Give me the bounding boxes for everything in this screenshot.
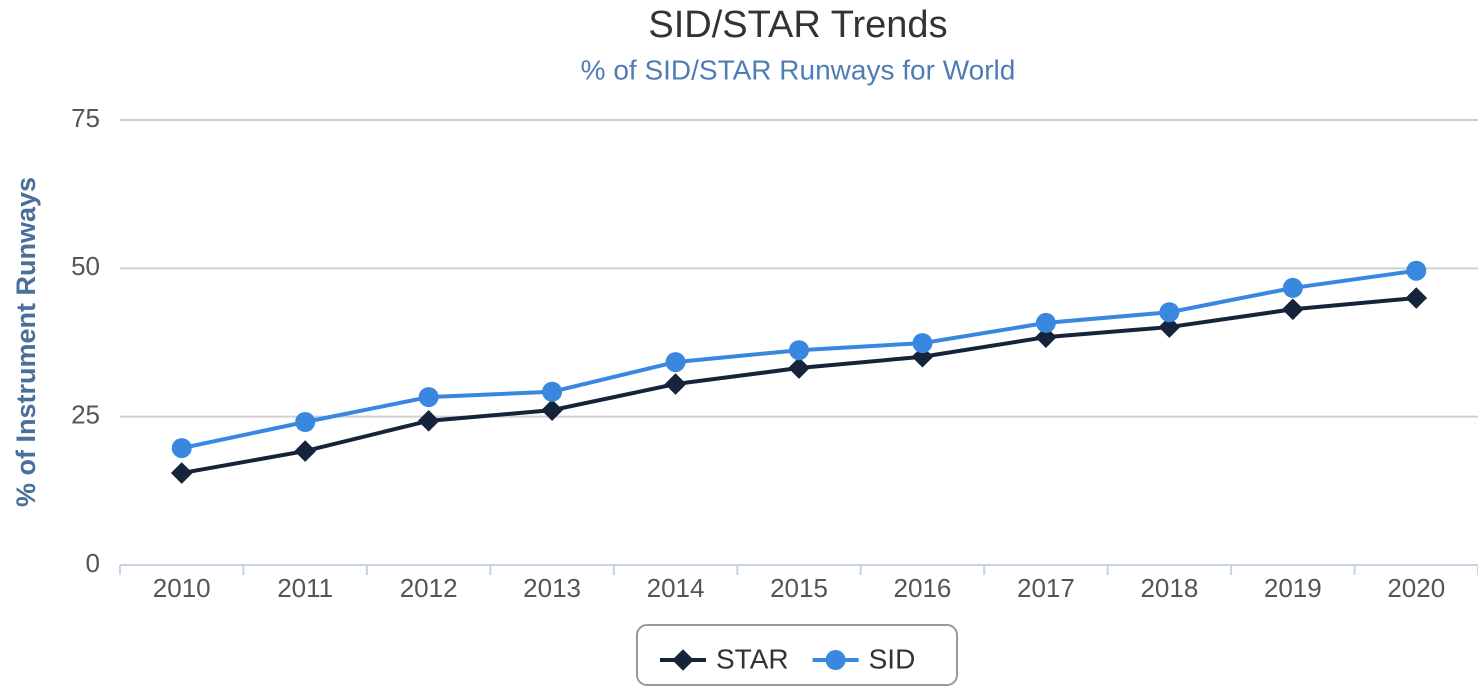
- marker: [171, 438, 192, 459]
- x-tick-label: 2017: [1017, 573, 1075, 603]
- y-axis-label: % of Instrument Runways: [11, 177, 41, 507]
- marker: [170, 462, 193, 484]
- chart-subtitle: % of SID/STAR Runways for World: [581, 54, 1016, 85]
- marker: [418, 387, 439, 408]
- marker: [1035, 312, 1056, 333]
- x-tick-label: 2019: [1264, 573, 1322, 603]
- x-tick-label: 2015: [770, 573, 828, 603]
- x-tick-label: 2014: [647, 573, 705, 603]
- y-tick-label: 75: [71, 103, 100, 133]
- y-tick-label: 25: [71, 400, 100, 430]
- legend: STAR SID: [636, 624, 958, 686]
- marker: [789, 340, 809, 361]
- marker: [1035, 326, 1057, 348]
- marker: [1158, 316, 1181, 338]
- x-tick-label: 2020: [1387, 573, 1445, 603]
- x-tick-label: 2012: [400, 573, 458, 603]
- marker: [664, 373, 687, 395]
- x-tick-label: 2018: [1140, 573, 1198, 603]
- legend-label: SID: [869, 643, 916, 674]
- marker: [1406, 260, 1427, 281]
- marker: [1282, 277, 1303, 298]
- marker: [825, 650, 846, 670]
- x-tick-label: 2010: [153, 573, 211, 603]
- y-tick-label: 0: [86, 548, 100, 578]
- legend-box: [636, 624, 958, 686]
- marker: [542, 381, 563, 402]
- marker: [1282, 298, 1304, 321]
- series-line: [181, 296, 1417, 476]
- chart-title: SID/STAR Trends: [648, 4, 947, 46]
- marker: [788, 357, 810, 379]
- marker: [417, 410, 440, 432]
- marker: [912, 333, 933, 354]
- marker: [1405, 287, 1428, 309]
- marker: [665, 352, 686, 373]
- y-tick-label: 50: [71, 251, 100, 281]
- x-tick-label: 2011: [277, 573, 333, 603]
- marker: [1159, 302, 1180, 323]
- x-tick-label: 2016: [894, 573, 952, 603]
- marker: [541, 399, 563, 421]
- x-tick-label: 2013: [523, 573, 581, 603]
- legend-label: STAR: [716, 643, 789, 674]
- marker: [295, 412, 316, 433]
- marker: [672, 649, 694, 671]
- marker: [294, 440, 316, 462]
